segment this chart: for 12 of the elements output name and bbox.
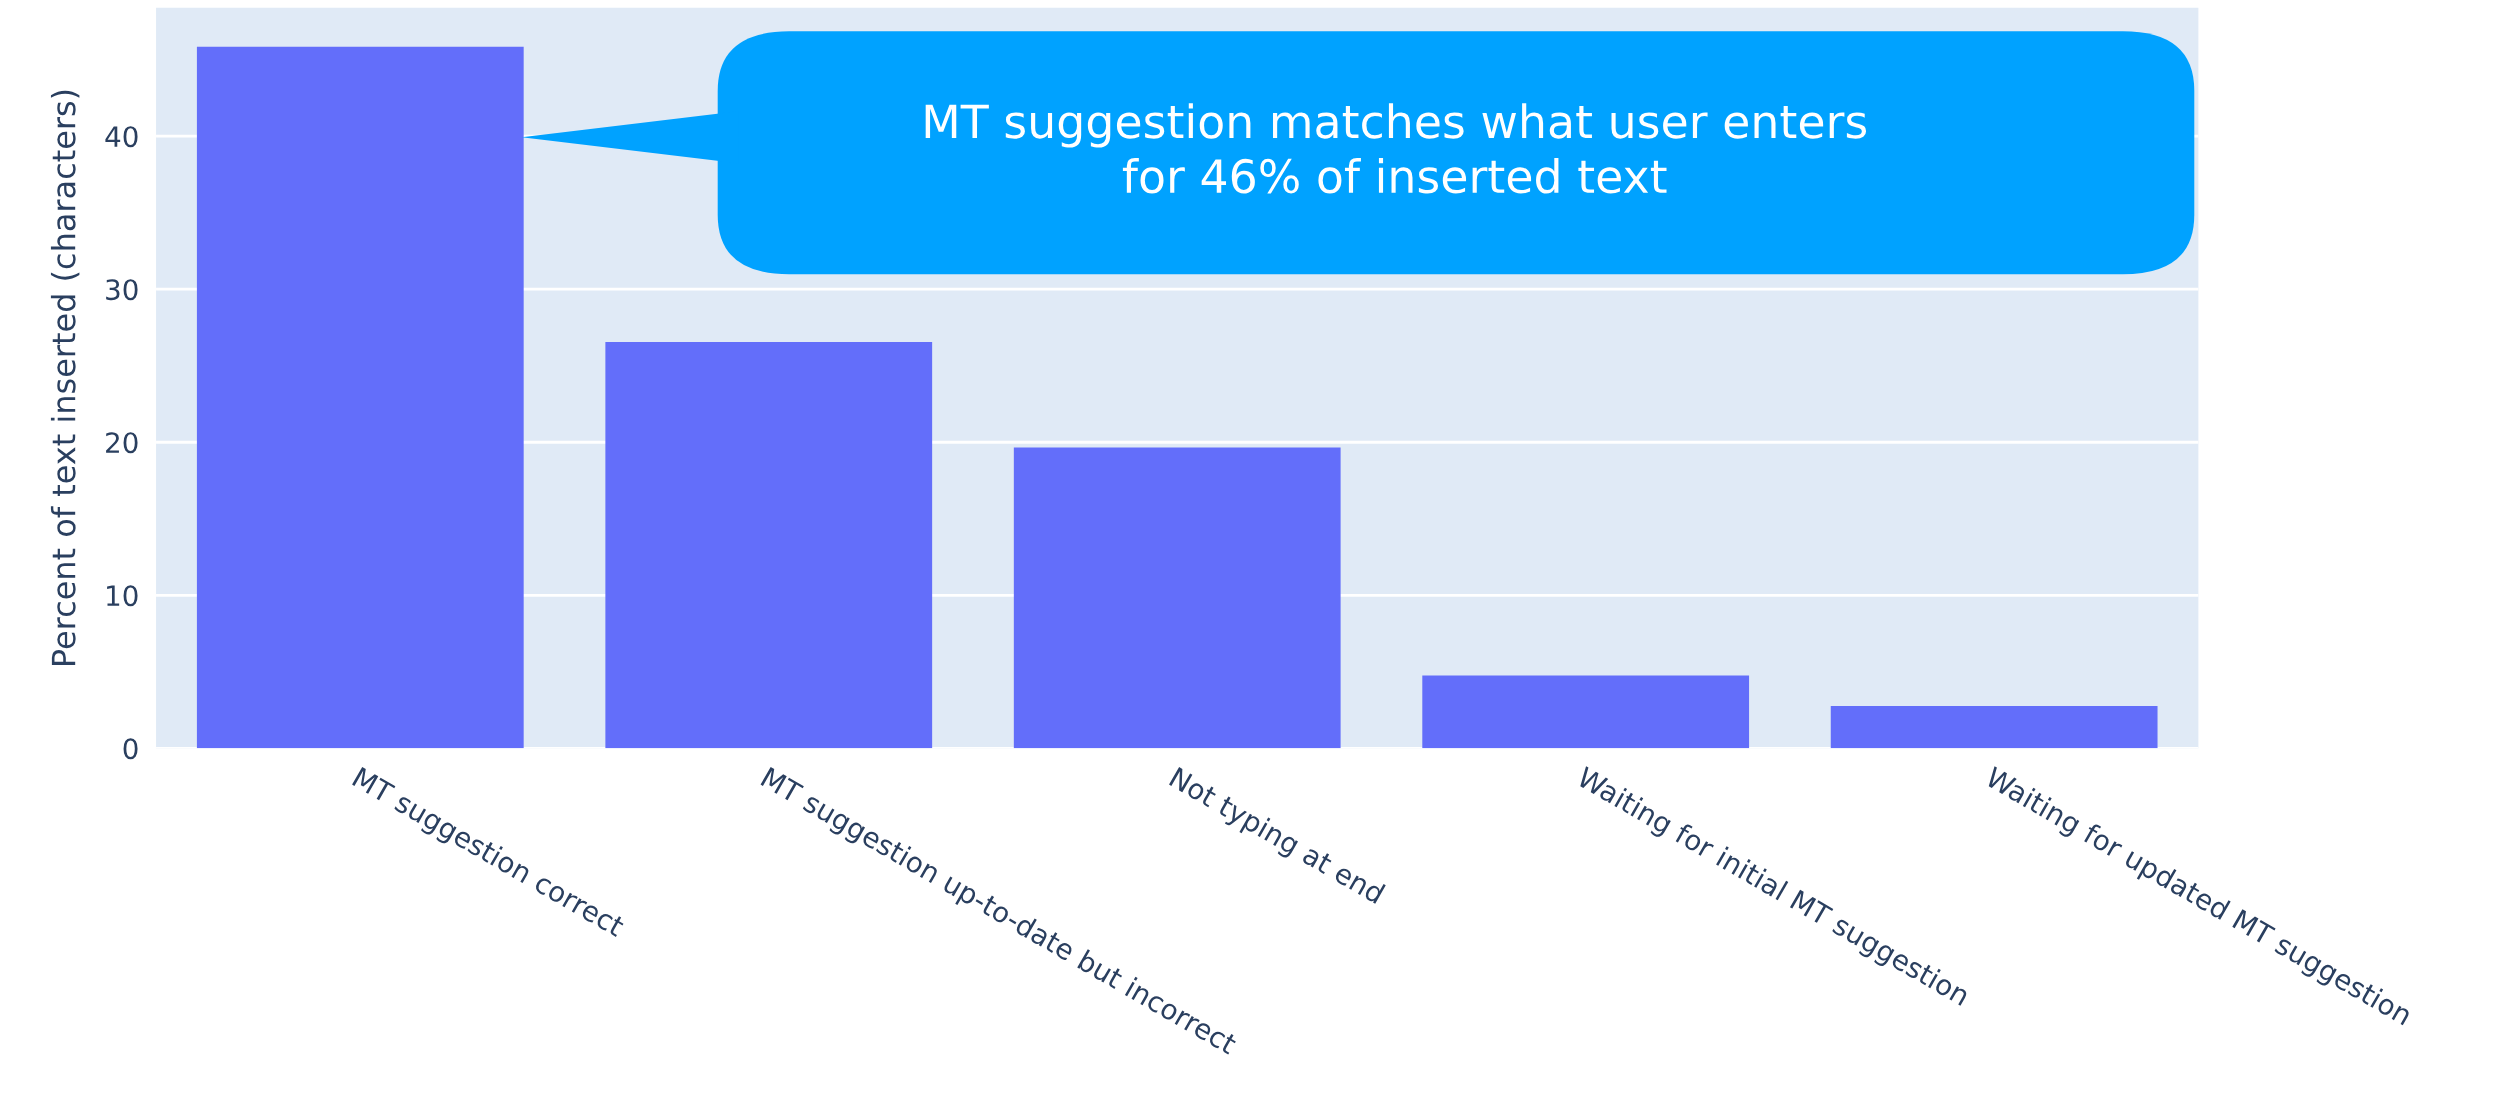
bar bbox=[605, 342, 933, 749]
y-tick-label: 40 bbox=[105, 126, 138, 148]
y-tick-label: 20 bbox=[106, 432, 138, 454]
y-tick-label: 10 bbox=[107, 585, 138, 607]
y-axis-title: Percent of text inserted (characters) bbox=[50, 90, 80, 665]
bar bbox=[1830, 705, 2158, 749]
bar bbox=[1422, 675, 1750, 749]
bar bbox=[1013, 447, 1341, 749]
y-tick-label: 30 bbox=[106, 279, 138, 301]
bar bbox=[196, 46, 524, 749]
annotation: MT suggestion matches what user enters for 46% of inserted text bbox=[925, 103, 1867, 194]
y-tick-label: 0 bbox=[123, 738, 138, 760]
